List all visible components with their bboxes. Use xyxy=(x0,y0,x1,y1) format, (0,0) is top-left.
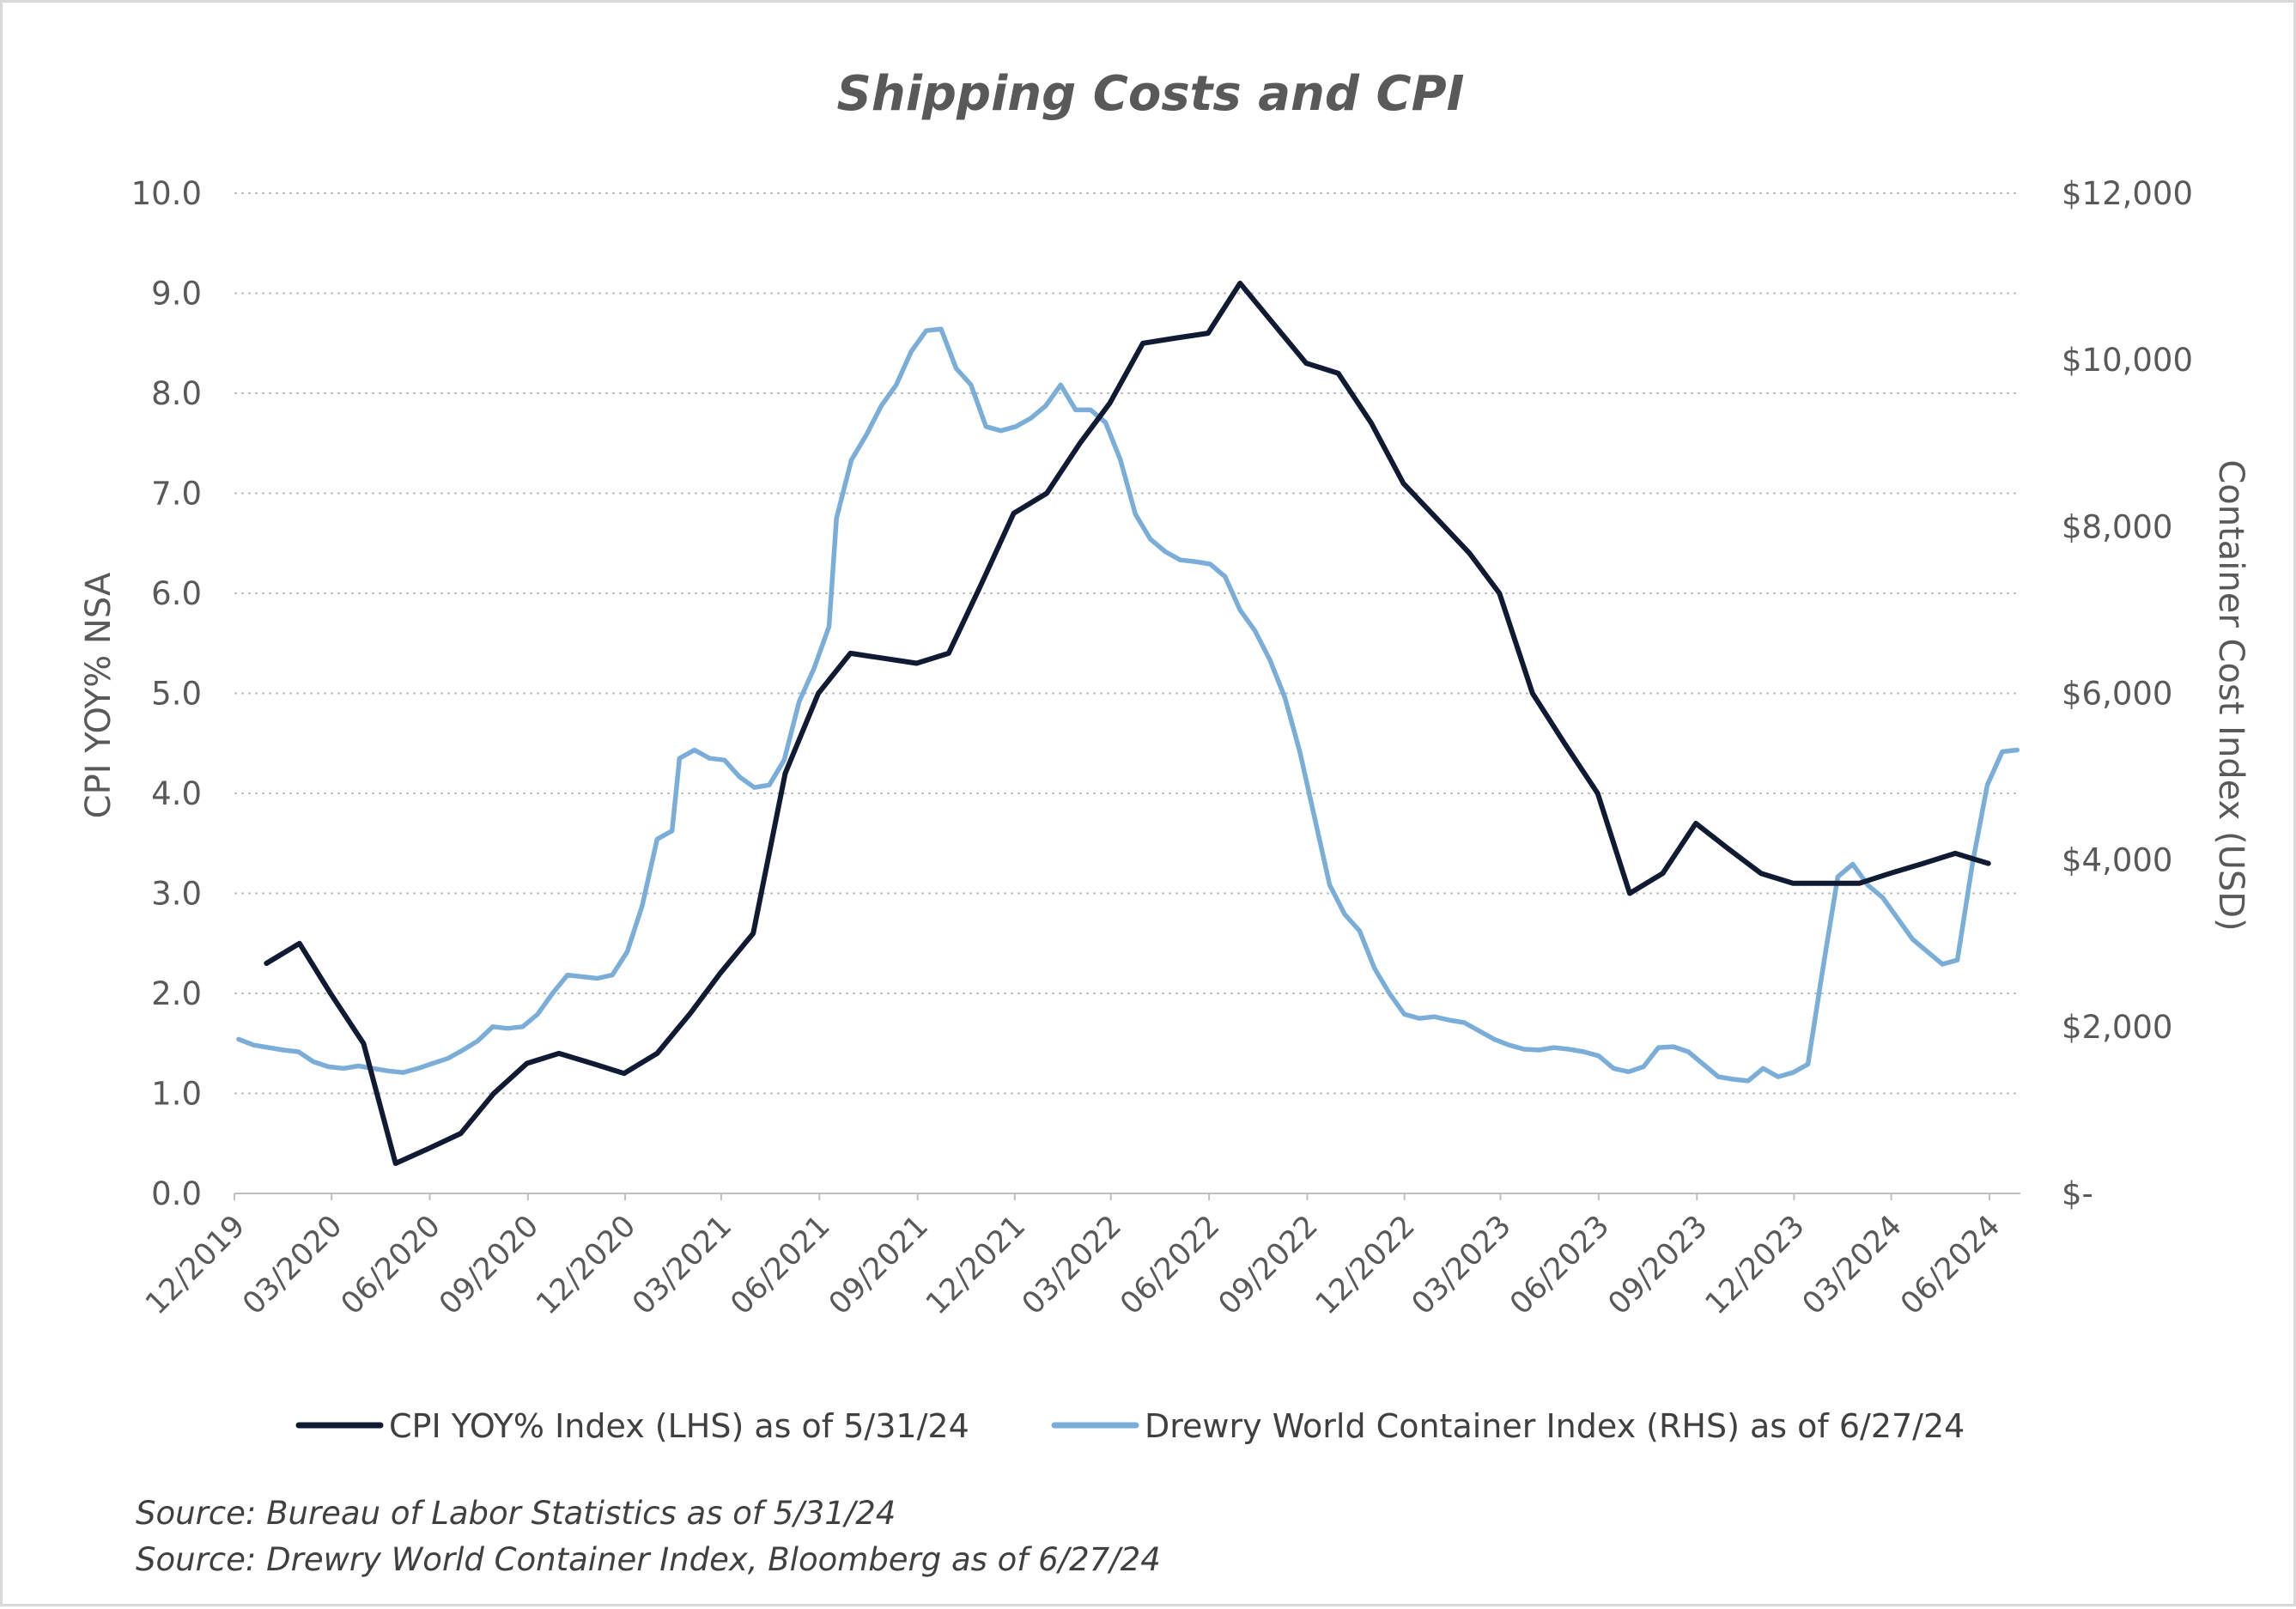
y-tick-label: 7.0 xyxy=(151,476,202,513)
source-note-drewry: Source: Drewry World Container Index, Bl… xyxy=(136,1541,1161,1578)
y-tick-label: 0.0 xyxy=(151,1175,202,1212)
chart-title: Shipping Costs and CPI xyxy=(837,66,1465,122)
y-axis-left-ticks: 0.0 1.0 2.0 3.0 4.0 5.0 6.0 7.0 8.0 9.0 10.0 xyxy=(131,175,202,1212)
y-tick-label: 8.0 xyxy=(151,375,202,412)
y-tick-label: 4.0 xyxy=(151,775,202,812)
x-tick-label: 03/2023 xyxy=(1406,1209,1518,1321)
x-tick-label: 09/2021 xyxy=(823,1209,935,1321)
x-tick-label: 09/2022 xyxy=(1212,1209,1325,1321)
y-tick-label: 5.0 xyxy=(151,676,202,713)
x-tick-label: 06/2023 xyxy=(1503,1209,1616,1321)
y2-tick-label: $6,000 xyxy=(2062,676,2172,713)
y-tick-label: 2.0 xyxy=(151,975,202,1012)
x-tick-label: 06/2022 xyxy=(1114,1209,1226,1321)
x-tick-label: 12/2022 xyxy=(1309,1209,1422,1321)
x-tick-label: 06/2024 xyxy=(1894,1209,2007,1321)
y-tick-label: 3.0 xyxy=(151,876,202,913)
x-axis-ticks: 12/201903/202006/202009/202012/202003/20… xyxy=(139,1193,2007,1321)
series-line-cpi xyxy=(264,280,1991,1166)
x-tick-label: 09/2023 xyxy=(1602,1209,1715,1321)
y2-tick-label: $8,000 xyxy=(2062,508,2172,545)
y2-tick-label: $4,000 xyxy=(2062,842,2172,879)
x-tick-label: 12/2021 xyxy=(920,1209,1032,1321)
x-tick-label: 06/2020 xyxy=(335,1209,447,1321)
x-tick-label: 03/2022 xyxy=(1016,1209,1128,1321)
y2-tick-label: $12,000 xyxy=(2062,175,2193,212)
y-tick-label: 6.0 xyxy=(151,575,202,612)
y-tick-label: 10.0 xyxy=(131,175,202,212)
source-note-bls: Source: Bureau of Labor Statistics as of… xyxy=(136,1495,896,1532)
y2-tick-label: $- xyxy=(2062,1175,2093,1212)
gridlines xyxy=(234,192,2020,1194)
x-tick-label: 06/2021 xyxy=(725,1209,837,1321)
y-tick-label: 9.0 xyxy=(151,276,202,313)
legend: CPI YOY% Index (LHS) as of 5/31/24 Drewr… xyxy=(295,1407,1965,1445)
x-tick-label: 09/2020 xyxy=(433,1209,545,1321)
y-tick-label: 1.0 xyxy=(151,1076,202,1113)
y2-tick-label: $10,000 xyxy=(2062,342,2193,379)
y2-tick-label: $2,000 xyxy=(2062,1009,2172,1046)
y-axis-right-title: Container Cost Index (USD) xyxy=(2211,459,2250,931)
series-lines xyxy=(236,280,2020,1166)
legend-label-drewry: Drewry World Container Index (RHS) as of… xyxy=(1145,1407,1965,1445)
x-tick-label: 12/2019 xyxy=(139,1209,252,1321)
y-axis-right-ticks: $- $2,000 $4,000 $6,000 $8,000 $10,000 $12,000 xyxy=(2062,175,2193,1212)
x-tick-label: 12/2020 xyxy=(530,1209,642,1321)
y-axis-left-title: CPI YOY% NSA xyxy=(79,572,118,818)
series-line-drewry xyxy=(236,326,2020,1084)
legend-label-cpi: CPI YOY% Index (LHS) as of 5/31/24 xyxy=(389,1407,969,1445)
x-tick-label: 03/2020 xyxy=(236,1209,349,1321)
x-tick-label: 12/2023 xyxy=(1699,1209,1812,1321)
x-tick-label: 03/2021 xyxy=(626,1209,738,1321)
line-chart: Shipping Costs and CPI 0.0 1.0 2.0 3.0 4.0 5.… xyxy=(79,66,2250,1578)
x-tick-label: 03/2024 xyxy=(1796,1209,1909,1321)
